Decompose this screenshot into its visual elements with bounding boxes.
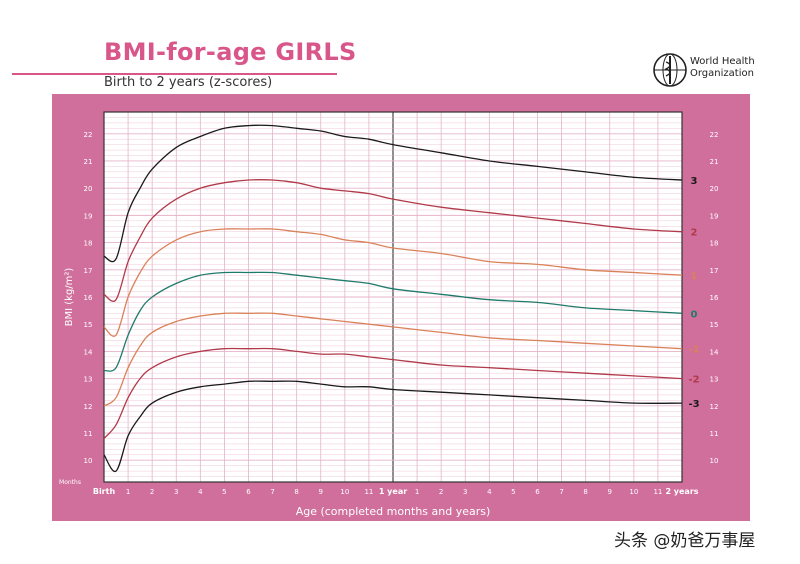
z-curve-2 bbox=[103, 179, 683, 302]
x-tick-label: 2 years bbox=[665, 487, 698, 496]
y-tick-label-right: 15 bbox=[710, 321, 719, 329]
x-tick-label: 3 bbox=[174, 488, 178, 496]
x-tick-label: 10 bbox=[340, 488, 349, 496]
y-tick-label-right: 11 bbox=[710, 430, 719, 438]
z-curve-label: -3 bbox=[688, 399, 699, 410]
z-curve-label: 1 bbox=[691, 271, 698, 282]
chart-subtitle: Birth to 2 years (z-scores) bbox=[104, 75, 273, 90]
z-curve-label: -2 bbox=[688, 375, 699, 386]
x-tick-label: 9 bbox=[608, 488, 612, 496]
x-tick-label: Birth bbox=[93, 487, 116, 496]
title-rule bbox=[12, 73, 337, 75]
x-tick-label: 1 bbox=[126, 488, 130, 496]
y-tick-label-right: 13 bbox=[710, 376, 719, 384]
grid bbox=[103, 111, 683, 482]
x-tick-label: 6 bbox=[535, 488, 540, 496]
z-curve-label: 2 bbox=[691, 228, 698, 239]
org-name-line2: Organization bbox=[690, 68, 754, 79]
y-tick-label-left: 19 bbox=[84, 212, 93, 220]
z-curve-label: 3 bbox=[691, 176, 698, 187]
y-tick-label-right: 14 bbox=[710, 348, 719, 356]
y-tick-label-left: 14 bbox=[84, 348, 93, 356]
y-tick-label-left: 11 bbox=[84, 430, 93, 438]
z-curve--2 bbox=[103, 347, 683, 439]
watermark: 头条 @奶爸万事屋 bbox=[614, 531, 756, 551]
y-tick-label-right: 18 bbox=[710, 240, 719, 248]
who-logo bbox=[652, 52, 792, 92]
y-tick-label-right: 16 bbox=[710, 294, 719, 302]
chart-panel: 10 10 11 11 12 12 13 13 14 14 15 15 16 16 17 17 18 18 19 19… bbox=[52, 94, 750, 521]
x-tick-label: 5 bbox=[511, 488, 515, 496]
org-name-line1: World Health bbox=[690, 56, 755, 67]
y-tick-label-left: 20 bbox=[84, 185, 93, 193]
z-curve-label: 0 bbox=[691, 309, 698, 320]
y-tick-label-left: 21 bbox=[84, 158, 93, 166]
y-tick-label-left: 15 bbox=[84, 321, 93, 329]
y-axis-title: BMI (kg/m²) bbox=[64, 268, 75, 327]
y-tick-label-right: 12 bbox=[710, 403, 719, 411]
y-tick-label-left: 16 bbox=[84, 294, 93, 302]
z-curve-label: -1 bbox=[688, 345, 699, 356]
x-tick-label: 5 bbox=[222, 488, 226, 496]
plot-border bbox=[103, 111, 683, 483]
x-tick-label: 4 bbox=[198, 488, 203, 496]
x-tick-label: 8 bbox=[294, 488, 298, 496]
x-tick-label: 3 bbox=[463, 488, 467, 496]
x-tick-label: 7 bbox=[559, 488, 563, 496]
x-axis-title: Age (completed months and years) bbox=[296, 505, 491, 518]
x-unit-label: Months bbox=[59, 479, 81, 486]
z-curve--3 bbox=[103, 380, 683, 473]
x-tick-label: 9 bbox=[319, 488, 323, 496]
x-tick-label: 11 bbox=[653, 488, 662, 496]
x-tick-label: 10 bbox=[629, 488, 638, 496]
y-tick-label-left: 12 bbox=[84, 403, 93, 411]
y-tick-label-left: 10 bbox=[84, 457, 93, 465]
y-tick-label-right: 19 bbox=[710, 212, 719, 220]
y-tick-label-right: 21 bbox=[710, 158, 719, 166]
who-emblem-icon bbox=[653, 53, 687, 87]
x-tick-label: 4 bbox=[487, 488, 492, 496]
z-curve-0 bbox=[103, 271, 683, 372]
y-tick-label-left: 22 bbox=[84, 131, 93, 139]
x-tick-label: 8 bbox=[583, 488, 587, 496]
x-tick-label: 7 bbox=[270, 488, 274, 496]
x-tick-label: 2 bbox=[150, 488, 154, 496]
x-tick-label: 1 bbox=[415, 488, 419, 496]
x-tick-label: 1 year bbox=[379, 487, 407, 496]
z-curve--1 bbox=[103, 312, 683, 407]
x-tick-label: 11 bbox=[364, 488, 373, 496]
x-tick-label: 2 bbox=[439, 488, 443, 496]
z-curve-1 bbox=[103, 228, 683, 337]
y-tick-label-right: 10 bbox=[710, 457, 719, 465]
y-tick-label-right: 22 bbox=[710, 131, 719, 139]
chart-title: BMI-for-age GIRLS bbox=[104, 38, 357, 66]
y-tick-label-right: 20 bbox=[710, 185, 719, 193]
y-tick-label-left: 17 bbox=[84, 267, 93, 275]
x-tick-label: 6 bbox=[246, 488, 251, 496]
y-tick-label-left: 13 bbox=[84, 376, 93, 384]
z-curve-3 bbox=[103, 124, 683, 263]
y-tick-label-right: 17 bbox=[710, 267, 719, 275]
y-tick-label-left: 18 bbox=[84, 240, 93, 248]
